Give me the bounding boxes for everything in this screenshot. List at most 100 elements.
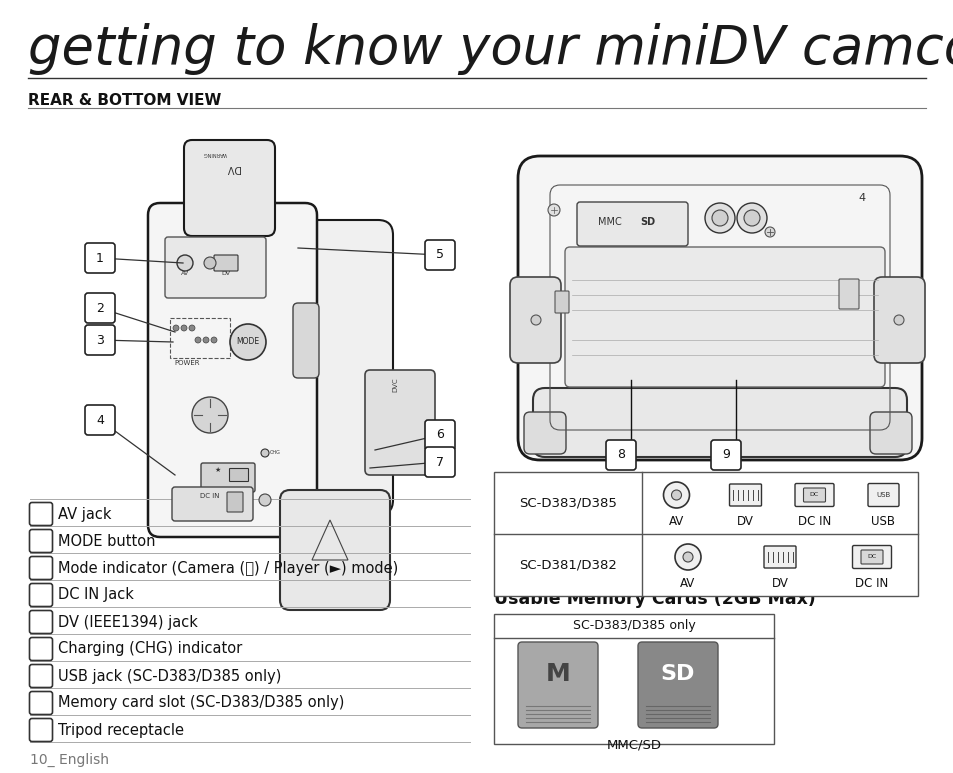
FancyBboxPatch shape xyxy=(517,642,598,728)
Text: MODE button: MODE button xyxy=(58,533,155,549)
Text: getting to know your miniDV camcorder: getting to know your miniDV camcorder xyxy=(28,23,953,75)
Text: 6: 6 xyxy=(436,428,443,441)
Text: Usable Memory Cards (2GB Max): Usable Memory Cards (2GB Max) xyxy=(494,590,815,608)
FancyBboxPatch shape xyxy=(30,584,52,607)
Text: MODE: MODE xyxy=(236,338,259,346)
Circle shape xyxy=(764,227,774,237)
FancyBboxPatch shape xyxy=(605,440,636,470)
Text: 8: 8 xyxy=(617,448,624,461)
Text: DC IN: DC IN xyxy=(855,577,887,590)
Text: SC-D381/D382: SC-D381/D382 xyxy=(518,559,617,571)
Text: Charging (CHG) indicator: Charging (CHG) indicator xyxy=(58,642,242,656)
Text: SD: SD xyxy=(660,664,695,684)
FancyBboxPatch shape xyxy=(577,202,687,246)
Circle shape xyxy=(258,494,271,506)
Text: AV jack: AV jack xyxy=(58,506,112,522)
Circle shape xyxy=(204,257,215,269)
Text: CHG: CHG xyxy=(270,450,280,455)
FancyBboxPatch shape xyxy=(30,665,52,687)
Bar xyxy=(290,250,319,500)
Circle shape xyxy=(203,337,209,343)
FancyBboxPatch shape xyxy=(424,420,455,450)
FancyBboxPatch shape xyxy=(710,440,740,470)
FancyBboxPatch shape xyxy=(523,412,565,454)
FancyBboxPatch shape xyxy=(85,405,115,435)
Text: 3: 3 xyxy=(96,333,104,346)
Circle shape xyxy=(192,397,228,433)
FancyBboxPatch shape xyxy=(867,483,898,506)
Text: Memory card slot (SC-D383/D385 only): Memory card slot (SC-D383/D385 only) xyxy=(58,696,344,710)
FancyBboxPatch shape xyxy=(424,240,455,270)
Circle shape xyxy=(172,325,179,331)
FancyBboxPatch shape xyxy=(30,502,52,526)
FancyBboxPatch shape xyxy=(213,255,237,271)
Circle shape xyxy=(743,210,760,226)
Text: DV: DV xyxy=(221,271,231,276)
FancyBboxPatch shape xyxy=(30,718,52,741)
Text: DV: DV xyxy=(737,515,753,528)
Text: 4: 4 xyxy=(96,414,104,427)
Text: Mode indicator (Camera (📹) / Player (►) mode): Mode indicator (Camera (📹) / Player (►) … xyxy=(58,560,397,576)
FancyBboxPatch shape xyxy=(729,484,760,506)
Text: DV: DV xyxy=(226,163,240,173)
FancyBboxPatch shape xyxy=(30,611,52,634)
Circle shape xyxy=(194,337,201,343)
Circle shape xyxy=(671,490,680,500)
Text: 10_ English: 10_ English xyxy=(30,753,109,767)
FancyBboxPatch shape xyxy=(517,156,921,460)
FancyBboxPatch shape xyxy=(30,692,52,714)
Text: AV: AV xyxy=(679,577,695,590)
FancyBboxPatch shape xyxy=(365,370,435,475)
Text: USB jack (SC-D383/D385 only): USB jack (SC-D383/D385 only) xyxy=(58,669,281,683)
Text: 2: 2 xyxy=(96,301,104,315)
Circle shape xyxy=(261,449,269,457)
FancyBboxPatch shape xyxy=(838,279,858,309)
FancyBboxPatch shape xyxy=(30,557,52,580)
Text: Tripod receptacle: Tripod receptacle xyxy=(58,723,184,737)
Circle shape xyxy=(711,210,727,226)
FancyBboxPatch shape xyxy=(555,291,568,313)
FancyBboxPatch shape xyxy=(638,642,718,728)
Text: AV: AV xyxy=(668,515,683,528)
Circle shape xyxy=(662,482,689,508)
Circle shape xyxy=(675,544,700,570)
FancyBboxPatch shape xyxy=(861,550,882,564)
FancyBboxPatch shape xyxy=(165,237,266,298)
FancyBboxPatch shape xyxy=(148,203,316,537)
Text: DV (IEEE1394) jack: DV (IEEE1394) jack xyxy=(58,615,197,629)
FancyBboxPatch shape xyxy=(794,483,833,506)
Text: MMC/SD: MMC/SD xyxy=(606,738,660,751)
Text: AV: AV xyxy=(181,271,189,276)
Circle shape xyxy=(189,325,194,331)
FancyBboxPatch shape xyxy=(802,488,824,502)
Circle shape xyxy=(177,255,193,271)
FancyBboxPatch shape xyxy=(533,388,906,457)
FancyBboxPatch shape xyxy=(564,247,884,387)
FancyBboxPatch shape xyxy=(293,303,318,378)
Text: SD: SD xyxy=(639,217,655,227)
Text: POWER: POWER xyxy=(174,360,199,366)
Text: DVC: DVC xyxy=(392,377,397,392)
Text: ★: ★ xyxy=(214,467,221,473)
Text: MMC: MMC xyxy=(598,217,621,227)
Text: 1: 1 xyxy=(96,251,104,264)
Bar xyxy=(494,614,773,744)
FancyBboxPatch shape xyxy=(85,293,115,323)
Circle shape xyxy=(211,337,216,343)
FancyBboxPatch shape xyxy=(763,546,795,568)
Text: DC IN: DC IN xyxy=(200,493,219,499)
Text: 5: 5 xyxy=(436,248,443,261)
Text: DC IN Jack: DC IN Jack xyxy=(58,587,133,602)
Text: 7: 7 xyxy=(436,455,443,468)
FancyBboxPatch shape xyxy=(227,492,243,512)
FancyBboxPatch shape xyxy=(172,487,253,521)
FancyBboxPatch shape xyxy=(30,638,52,660)
Circle shape xyxy=(531,315,540,325)
FancyBboxPatch shape xyxy=(201,463,254,492)
Text: DC: DC xyxy=(866,554,876,560)
FancyBboxPatch shape xyxy=(869,412,911,454)
Text: REAR & BOTTOM VIEW: REAR & BOTTOM VIEW xyxy=(28,93,221,108)
FancyBboxPatch shape xyxy=(873,277,924,363)
Text: 9: 9 xyxy=(721,448,729,461)
Circle shape xyxy=(737,203,766,233)
